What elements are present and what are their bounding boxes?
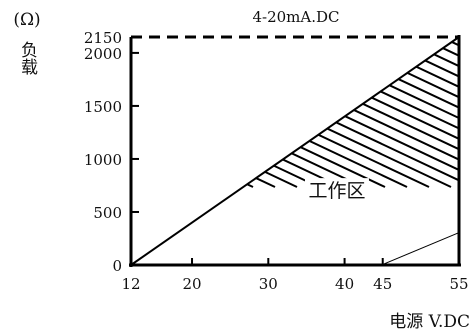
y-tick-label: 2000 (84, 45, 122, 63)
y-tick-label: 1000 (84, 151, 122, 169)
hatch-line (131, 37, 459, 188)
hatch-line (398, 37, 459, 188)
y-axis-label: 负载 (17, 41, 38, 75)
working-region-label-background (304, 178, 369, 204)
hatch-line (222, 37, 459, 188)
hatch-line (131, 37, 386, 188)
y-tick-label: 2150 (84, 29, 122, 47)
hatch-line (131, 37, 298, 188)
x-tick-label: 12 (121, 275, 140, 293)
hatch-line (131, 37, 430, 188)
hatch-line (178, 37, 459, 188)
hatch-line (131, 37, 342, 188)
working-region-label: 工作区 (308, 180, 365, 202)
hatch-line (131, 37, 320, 188)
x-tick-label: 55 (449, 275, 468, 293)
y-tick-label: 0 (112, 257, 122, 275)
hatch-line (382, 232, 459, 265)
x-axis-label: 电源 V.DC (389, 312, 470, 332)
hatch-line (131, 37, 276, 188)
y-tick-label: 1500 (84, 98, 122, 116)
hatch-line (0, 17, 77, 187)
x-tick-label: 20 (182, 275, 201, 293)
y-unit-label: (Ω) (13, 10, 40, 30)
working-region-label-group: 工作区 (304, 178, 369, 204)
hatch-line (200, 37, 459, 188)
x-tick-label: 30 (259, 275, 278, 293)
working-region-hatch (0, 17, 473, 265)
y-tick-label: 500 (93, 204, 122, 222)
chart-title: 4-20mA.DC (252, 8, 339, 26)
hatch-line (131, 37, 254, 188)
x-tick-label: 45 (373, 275, 392, 293)
hatch-line (465, 17, 473, 187)
hatch-line (134, 37, 459, 188)
hatch-line (0, 17, 11, 187)
load-boundary-line (130, 36, 460, 266)
x-tick-group: 12 20 30 40 45 55 (121, 258, 469, 293)
hatch-line (131, 37, 452, 188)
x-tick-label: 40 (335, 275, 354, 293)
hatch-line (131, 37, 364, 188)
